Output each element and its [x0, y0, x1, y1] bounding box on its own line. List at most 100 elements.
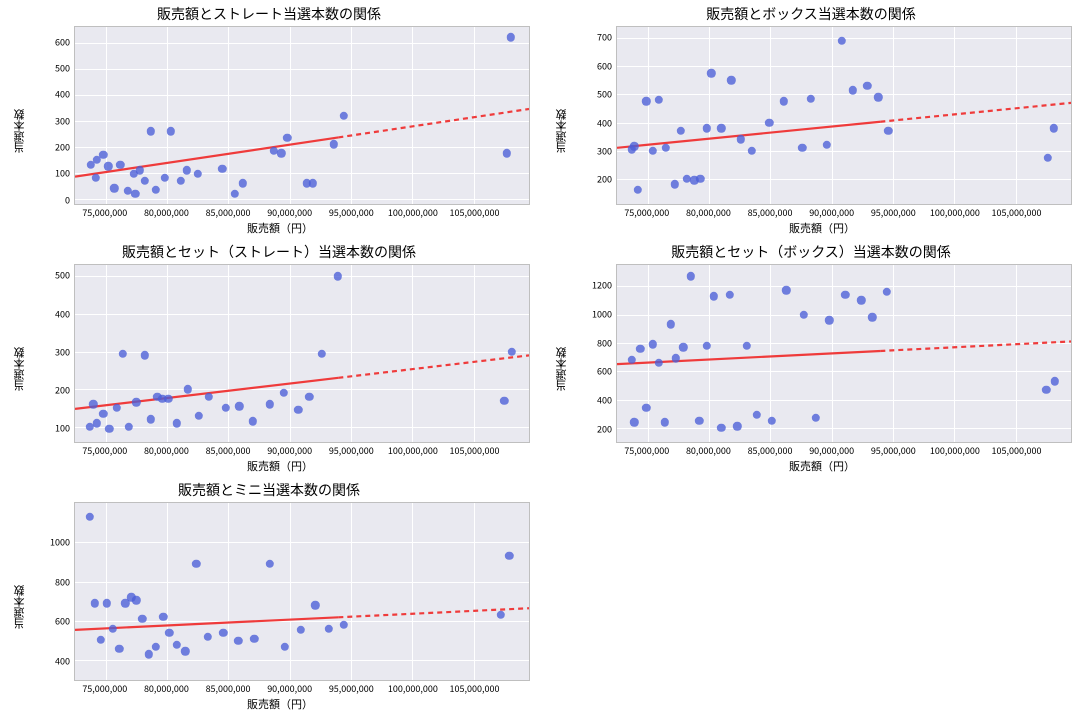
y-axis-label: 当選本数 — [553, 109, 569, 153]
y-tick-label: 200 — [55, 383, 70, 396]
gridline-h — [617, 428, 1071, 429]
gridline-v — [832, 27, 833, 204]
chart-title: 販売額とミニ当選本数の関係 — [178, 480, 360, 500]
axis-col: 20030040050060070075,000,00080,000,00085… — [572, 26, 1072, 236]
gridline-h — [617, 400, 1071, 401]
gridline-v — [893, 265, 894, 442]
data-point — [648, 146, 656, 154]
gridline-h — [75, 314, 529, 315]
gridline-h — [75, 660, 529, 661]
data-point — [181, 647, 189, 655]
gridline-h — [75, 147, 529, 148]
data-point — [765, 118, 773, 126]
data-point — [294, 406, 302, 414]
y-tick-label: 400 — [55, 307, 70, 320]
data-point — [249, 417, 257, 425]
x-tick-area: 75,000,00080,000,00085,000,00090,000,000… — [74, 681, 530, 695]
gridline-v — [412, 265, 413, 442]
gridline-v — [290, 265, 291, 442]
data-point — [630, 418, 638, 426]
gridline-v — [351, 265, 352, 442]
gridline-v — [1016, 265, 1017, 442]
data-point — [141, 176, 149, 184]
gridline-h — [75, 173, 529, 174]
y-tick-label: 300 — [55, 114, 70, 127]
gridline-v — [228, 503, 229, 680]
data-point — [115, 644, 123, 652]
data-point — [823, 141, 831, 149]
data-point — [110, 184, 118, 192]
y-label-col: 当選本数 — [8, 502, 30, 712]
y-axis-label: 当選本数 — [11, 585, 27, 629]
data-point — [672, 354, 680, 362]
data-point — [695, 417, 703, 425]
data-point — [152, 185, 160, 193]
data-point — [86, 513, 94, 521]
gridline-v — [770, 27, 771, 204]
gridline-v — [167, 265, 168, 442]
data-point — [883, 288, 891, 296]
data-point — [132, 596, 140, 604]
chart-panel-1: 販売額とボックス当選本数の関係当選本数20030040050060070075,… — [550, 4, 1072, 236]
data-point — [696, 175, 704, 183]
data-point — [737, 135, 745, 143]
plot-wrap: 当選本数2004006008001000120075,000,00080,000… — [550, 264, 1072, 474]
plot-wrap: 当選本数10020030040050075,000,00080,000,0008… — [8, 264, 530, 474]
data-point — [1051, 377, 1059, 385]
data-point — [837, 37, 845, 45]
y-tick-label: 100 — [55, 421, 70, 434]
plot-row: 20040060080010001200 — [572, 264, 1072, 443]
gridline-v — [832, 265, 833, 442]
gridline-h — [75, 389, 529, 390]
data-point — [97, 635, 105, 643]
data-point — [141, 351, 149, 359]
gridline-v — [474, 503, 475, 680]
data-point — [119, 349, 127, 357]
data-point — [266, 560, 274, 568]
data-point — [340, 111, 348, 119]
x-tick-label: 90,000,000 — [267, 444, 312, 457]
data-point — [868, 313, 876, 321]
x-tick-label: 75,000,000 — [624, 444, 669, 457]
x-tick-label: 75,000,000 — [82, 206, 127, 219]
data-point — [277, 149, 285, 157]
gridline-h — [75, 121, 529, 122]
gridline-v — [648, 265, 649, 442]
gridline-v — [1016, 27, 1017, 204]
y-label-col: 当選本数 — [8, 26, 30, 236]
data-point — [234, 636, 242, 644]
plot-area — [616, 26, 1072, 205]
plot-area — [74, 502, 530, 681]
y-tick-col: 100200300400500 — [30, 264, 74, 443]
plot-wrap: 当選本数400600800100075,000,00080,000,00085,… — [8, 502, 530, 712]
data-point — [857, 296, 865, 304]
data-point — [743, 342, 751, 350]
chart-title: 販売額とセット（ストレート）当選本数の関係 — [122, 242, 416, 262]
data-point — [884, 127, 892, 135]
gridline-h — [75, 199, 529, 200]
data-point — [667, 320, 675, 328]
data-point — [628, 356, 636, 364]
data-point — [164, 394, 172, 402]
x-tick-label: 105,000,000 — [992, 206, 1042, 219]
gridline-h — [617, 315, 1071, 316]
gridline-v — [893, 27, 894, 204]
y-tick-label: 300 — [55, 345, 70, 358]
x-tick-label: 90,000,000 — [267, 682, 312, 695]
x-axis-label: 販売額（円） — [572, 220, 1072, 236]
x-tick-label: 85,000,000 — [748, 206, 793, 219]
x-tick-row: 75,000,00080,000,00085,000,00090,000,000… — [30, 681, 530, 695]
plot-row: 200300400500600700 — [572, 26, 1072, 205]
data-point — [89, 400, 97, 408]
data-point — [152, 642, 160, 650]
x-tick-label: 80,000,000 — [144, 682, 189, 695]
data-point — [325, 625, 333, 633]
data-point — [748, 146, 756, 154]
data-point — [807, 94, 815, 102]
x-tick-label: 85,000,000 — [206, 444, 251, 457]
data-point — [317, 349, 325, 357]
x-tick-label: 75,000,000 — [82, 444, 127, 457]
data-point — [677, 127, 685, 135]
y-label-col: 当選本数 — [8, 264, 30, 474]
data-point — [780, 97, 788, 105]
